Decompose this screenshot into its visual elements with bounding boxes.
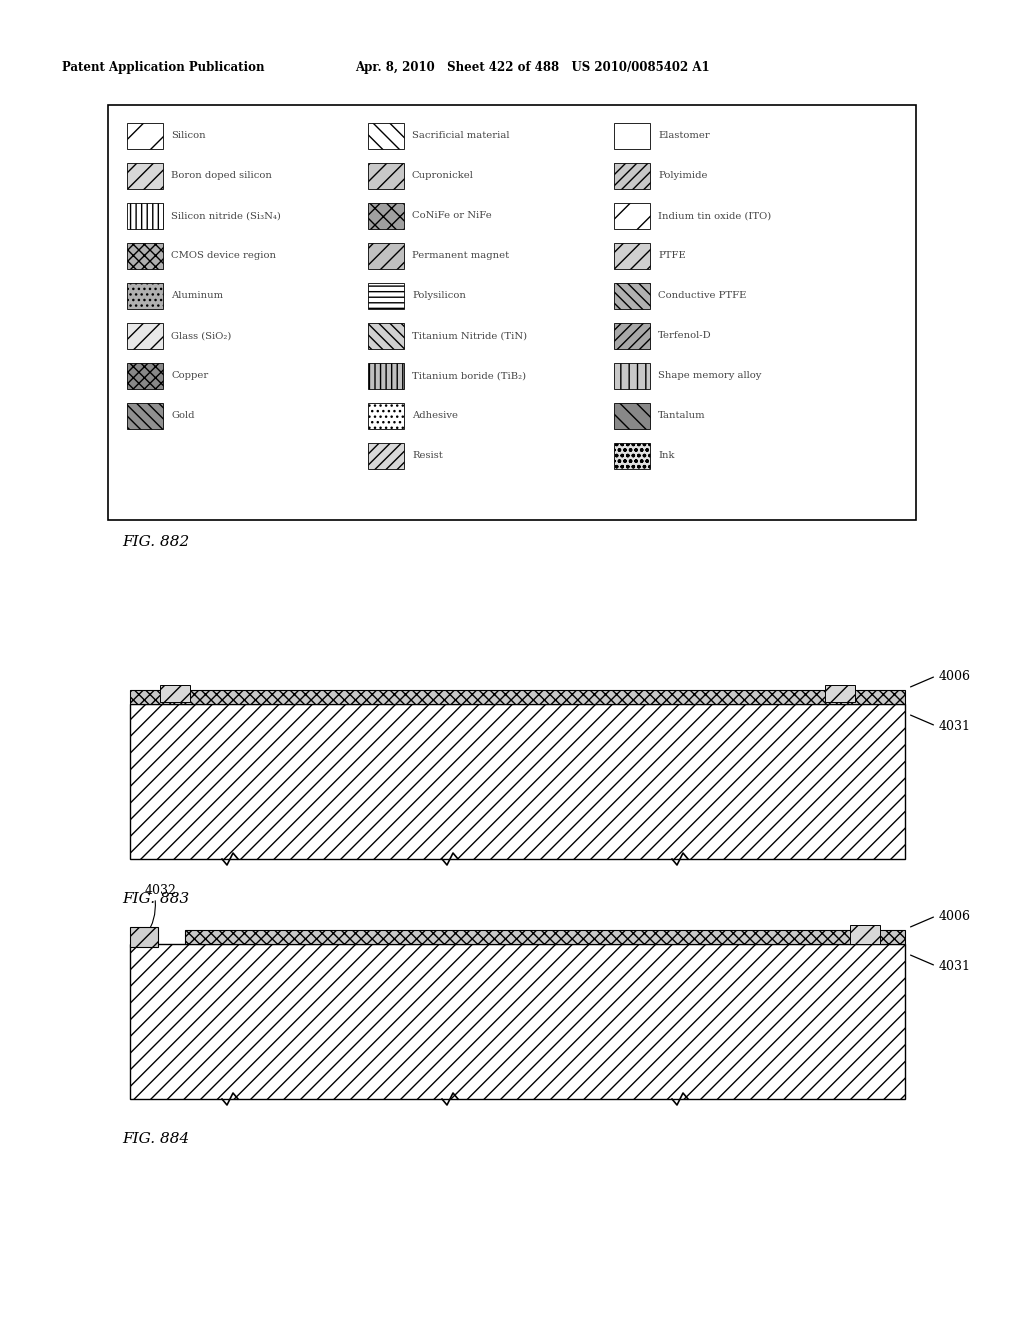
Bar bbox=[127, 282, 163, 309]
Bar bbox=[160, 685, 190, 702]
Bar bbox=[614, 444, 650, 469]
Text: 4006: 4006 bbox=[939, 669, 971, 682]
Text: CMOS device region: CMOS device region bbox=[171, 252, 276, 260]
Bar bbox=[614, 123, 650, 149]
Text: Silicon nitride (Si₃N₄): Silicon nitride (Si₃N₄) bbox=[171, 211, 281, 220]
Text: Patent Application Publication: Patent Application Publication bbox=[62, 61, 264, 74]
Text: CoNiFe or NiFe: CoNiFe or NiFe bbox=[412, 211, 492, 220]
Text: Cupronickel: Cupronickel bbox=[412, 172, 474, 181]
Bar bbox=[614, 203, 650, 228]
Bar bbox=[108, 106, 916, 520]
Text: Apr. 8, 2010   Sheet 422 of 488   US 2010/0085402 A1: Apr. 8, 2010 Sheet 422 of 488 US 2010/00… bbox=[355, 61, 710, 74]
Bar bbox=[368, 203, 404, 228]
Bar bbox=[127, 363, 163, 389]
Bar bbox=[127, 162, 163, 189]
Bar bbox=[185, 931, 905, 944]
Bar bbox=[368, 162, 404, 189]
Text: Copper: Copper bbox=[171, 371, 208, 380]
Text: Elastomer: Elastomer bbox=[658, 132, 710, 140]
Bar bbox=[614, 243, 650, 269]
Text: FIG. 882: FIG. 882 bbox=[122, 535, 189, 549]
Bar bbox=[368, 243, 404, 269]
Text: Aluminum: Aluminum bbox=[171, 292, 223, 301]
Text: Permanent magnet: Permanent magnet bbox=[412, 252, 509, 260]
Text: Polyimide: Polyimide bbox=[658, 172, 708, 181]
Bar bbox=[614, 162, 650, 189]
Bar bbox=[368, 444, 404, 469]
Bar bbox=[127, 243, 163, 269]
Bar bbox=[368, 323, 404, 348]
Bar bbox=[368, 282, 404, 309]
Bar bbox=[614, 323, 650, 348]
Text: Polysilicon: Polysilicon bbox=[412, 292, 466, 301]
Bar bbox=[825, 685, 855, 702]
Text: Indium tin oxide (ITO): Indium tin oxide (ITO) bbox=[658, 211, 771, 220]
Text: Titanium boride (TiB₂): Titanium boride (TiB₂) bbox=[412, 371, 526, 380]
Text: 4031: 4031 bbox=[939, 960, 971, 973]
Bar bbox=[368, 403, 404, 429]
Bar bbox=[850, 925, 880, 944]
Text: 4032: 4032 bbox=[145, 883, 177, 896]
Bar bbox=[614, 403, 650, 429]
Text: Adhesive: Adhesive bbox=[412, 412, 458, 421]
Text: Terfenol-D: Terfenol-D bbox=[658, 331, 712, 341]
Bar bbox=[127, 203, 163, 228]
Text: Tantalum: Tantalum bbox=[658, 412, 706, 421]
Text: Glass (SiO₂): Glass (SiO₂) bbox=[171, 331, 231, 341]
Text: FIG. 884: FIG. 884 bbox=[122, 1133, 189, 1146]
Bar bbox=[368, 123, 404, 149]
Text: Shape memory alloy: Shape memory alloy bbox=[658, 371, 762, 380]
Bar bbox=[130, 704, 905, 859]
Bar bbox=[130, 927, 158, 946]
Bar bbox=[614, 282, 650, 309]
Bar bbox=[368, 363, 404, 389]
Text: Resist: Resist bbox=[412, 451, 442, 461]
Text: Silicon: Silicon bbox=[171, 132, 206, 140]
Text: Conductive PTFE: Conductive PTFE bbox=[658, 292, 746, 301]
Text: Titanium Nitride (TiN): Titanium Nitride (TiN) bbox=[412, 331, 527, 341]
Bar bbox=[130, 944, 905, 1100]
Text: Boron doped silicon: Boron doped silicon bbox=[171, 172, 272, 181]
Bar bbox=[127, 123, 163, 149]
Bar bbox=[130, 690, 905, 704]
Text: Ink: Ink bbox=[658, 451, 675, 461]
Text: FIG. 883: FIG. 883 bbox=[122, 892, 189, 906]
Bar bbox=[127, 403, 163, 429]
Bar bbox=[614, 363, 650, 389]
Text: 4031: 4031 bbox=[939, 719, 971, 733]
Text: PTFE: PTFE bbox=[658, 252, 686, 260]
Text: Sacrificial material: Sacrificial material bbox=[412, 132, 510, 140]
Text: 4006: 4006 bbox=[939, 909, 971, 923]
Text: Gold: Gold bbox=[171, 412, 195, 421]
Bar bbox=[127, 323, 163, 348]
